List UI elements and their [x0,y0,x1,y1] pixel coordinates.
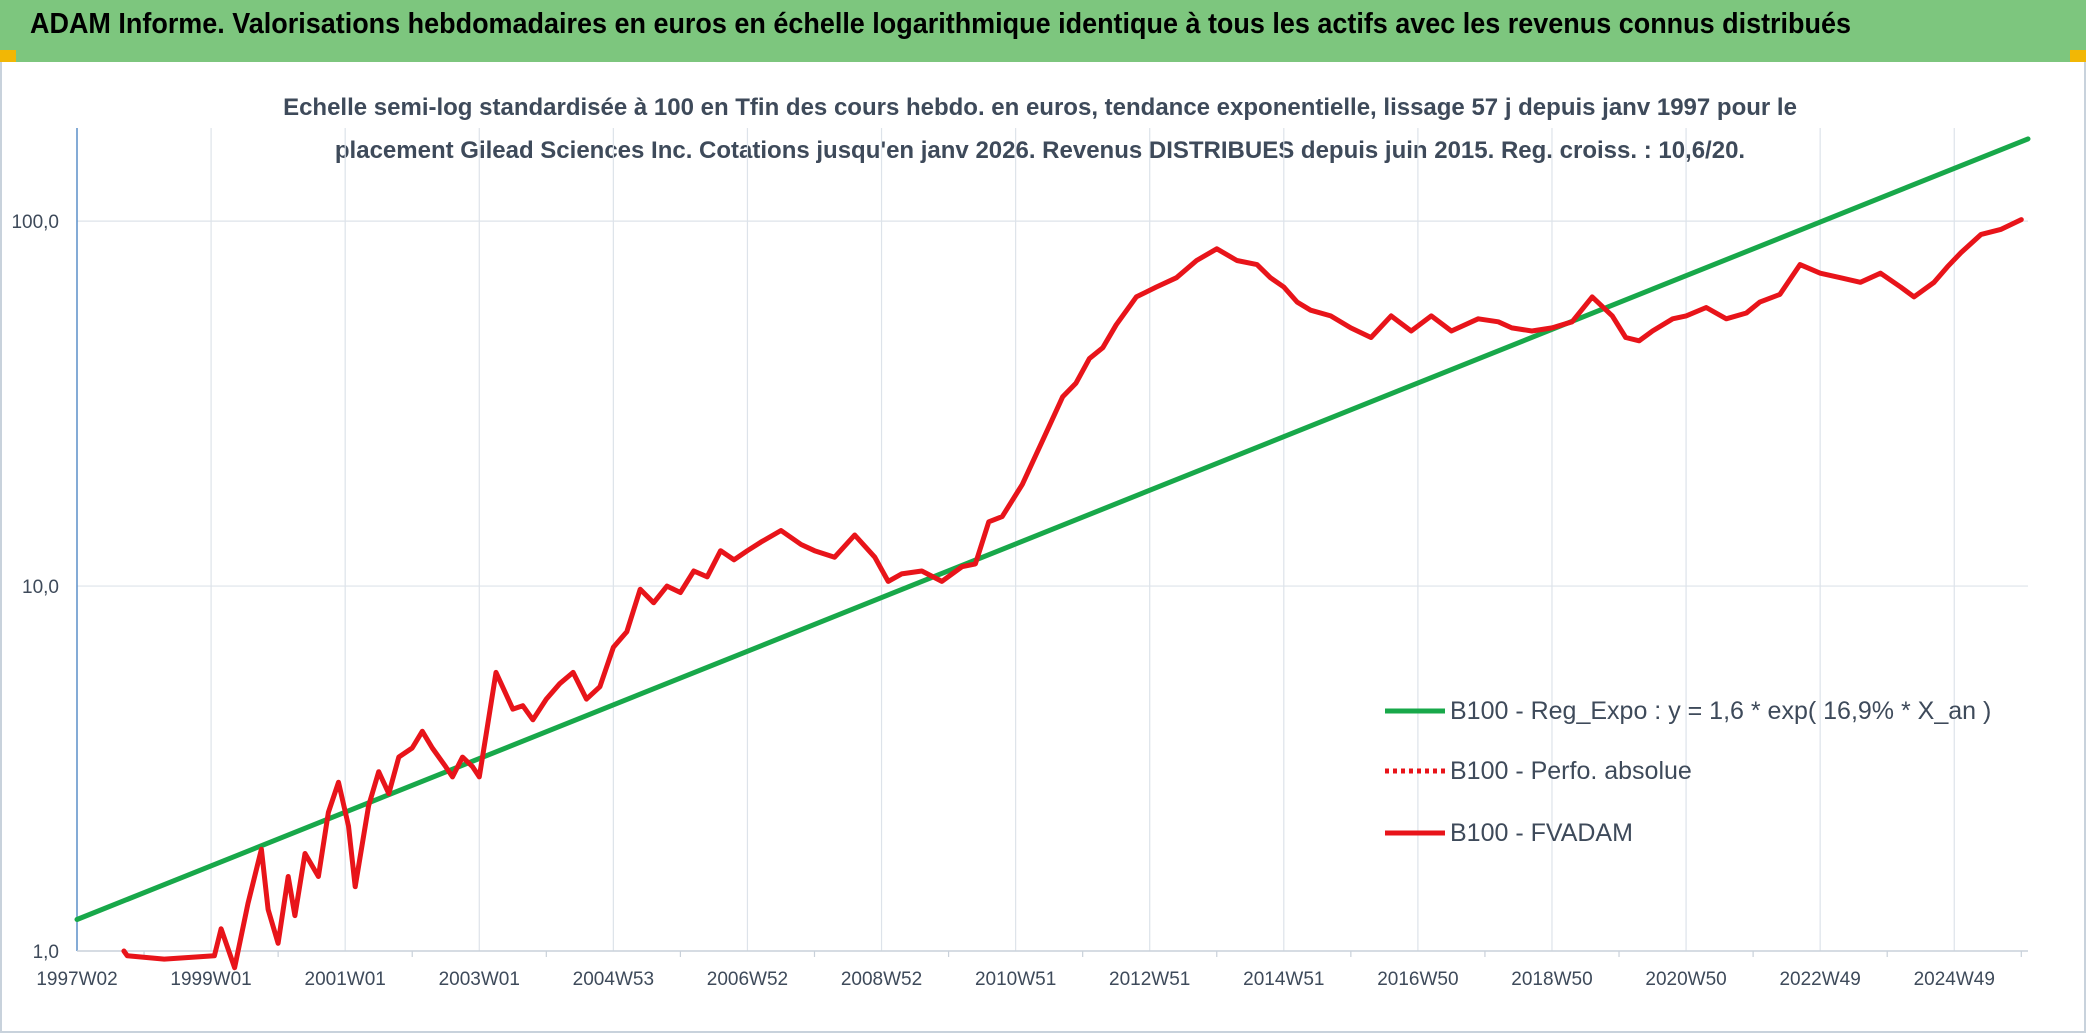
legend-label-perfo-absolue: B100 - Perfo. absolue [1450,757,1692,785]
y-tick-label: 100,0 [11,212,59,233]
legend-label-trend: B100 - Reg_Expo : y = 1,6 * exp( 16,9% *… [1450,697,1991,725]
x-tick-label: 2012W51 [1109,969,1190,990]
corner-marker-right [2070,50,2086,62]
x-tick-label: 2003W01 [439,969,520,990]
x-tick-label: 2020W50 [1645,969,1726,990]
chart-frame [0,62,2086,1033]
chart-subtitle-line-1: Echelle semi-log standardisée à 100 en T… [283,94,1797,121]
y-tick-labels: 1,0 10,0 100,0 [11,212,59,963]
x-tick-label: 1997W02 [36,969,117,990]
x-tick-label: 2018W50 [1511,969,1592,990]
corner-marker-left [0,50,16,62]
plot-lines [74,136,2031,971]
x-tick-label: 2014W51 [1243,969,1324,990]
x-tick-label: 2004W53 [573,969,654,990]
chart-subtitle-line-2: placement Gilead Sciences Inc. Cotations… [335,137,1745,164]
x-tick-label: 2008W52 [841,969,922,990]
x-tick-label: 2006W52 [707,969,788,990]
x-tick-label: 2010W51 [975,969,1056,990]
x-tick-label: 2016W50 [1377,969,1458,990]
x-tick-label: 1999W01 [170,969,251,990]
x-tick-label: 2001W01 [305,969,386,990]
y-tick-label: 10,0 [22,577,59,598]
legend-label-fvadam: B100 - FVADAM [1450,819,1633,847]
x-tick-label: 2024W49 [1914,969,1995,990]
y-tick-label: 1,0 [33,942,59,963]
trend-line-reg-expo [74,136,2031,922]
report-header: ADAM Informe. Valorisations hebdomadaire… [0,0,2086,62]
legend: B100 - Reg_Expo : y = 1,6 * exp( 16,9% *… [1385,697,1991,847]
vertical-gridlines [143,128,2022,957]
x-tick-label: 2022W49 [1779,969,1860,990]
horizontal-gridlines [77,220,2028,587]
line-fvadam [121,217,2024,971]
report-title: ADAM Informe. Valorisations hebdomadaire… [30,8,1851,40]
x-tick-labels: 1997W02 1999W01 2001W01 2003W01 2004W53 2006W… [36,969,1995,990]
